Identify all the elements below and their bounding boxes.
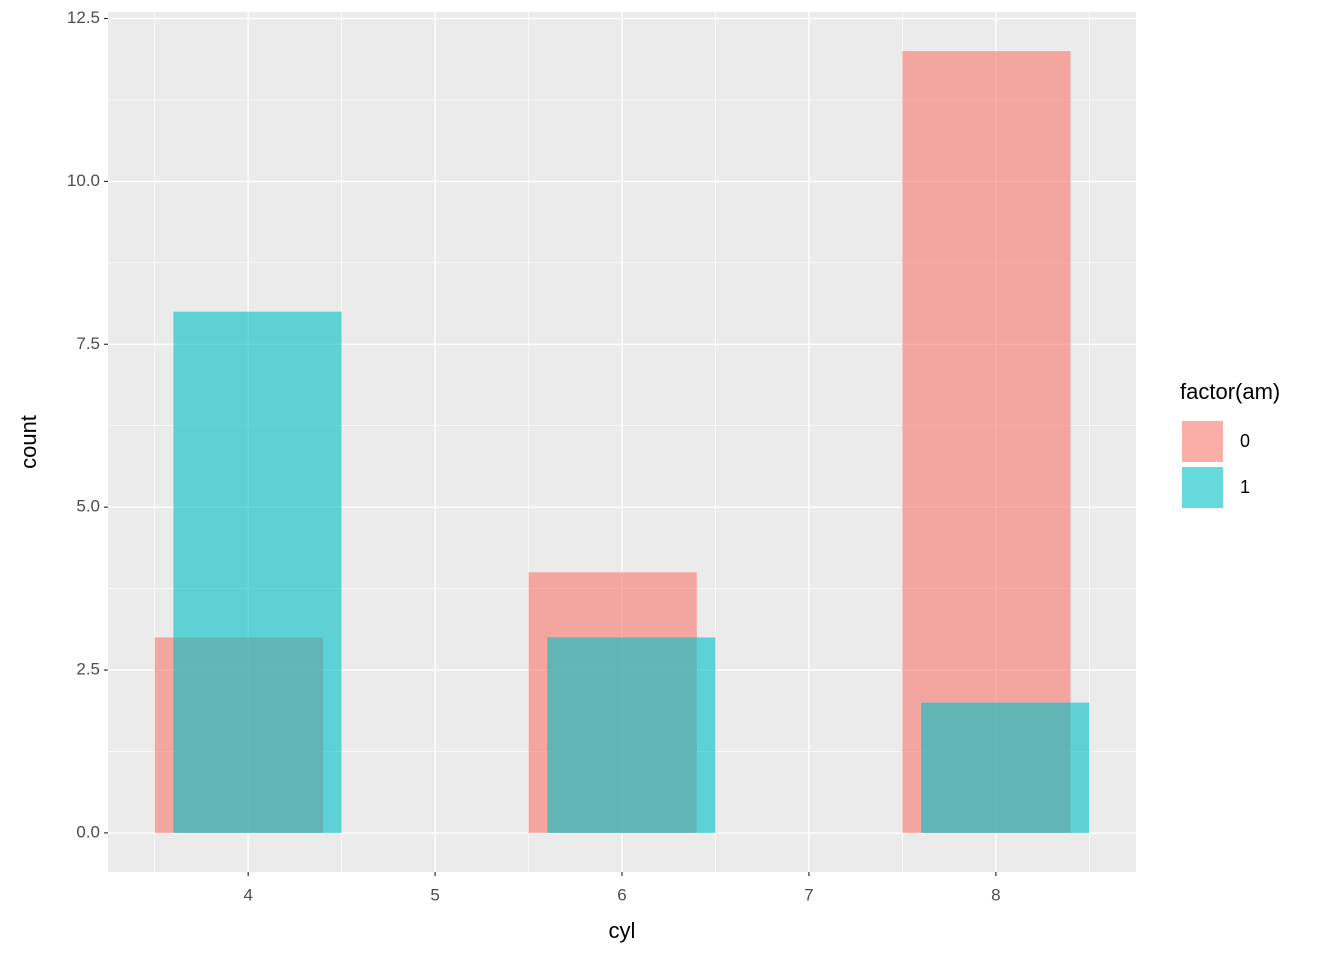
x-tick-label: 6 bbox=[617, 885, 626, 904]
x-axis-title: cyl bbox=[609, 918, 636, 943]
y-tick-label: 10.0 bbox=[67, 171, 100, 190]
legend-key bbox=[1182, 467, 1223, 508]
legend-label: 1 bbox=[1240, 477, 1250, 497]
bar bbox=[921, 702, 1090, 833]
x-tick-label: 4 bbox=[243, 885, 252, 904]
x-tick-label: 8 bbox=[991, 885, 1000, 904]
y-tick-label: 7.5 bbox=[76, 334, 100, 353]
y-tick-label: 2.5 bbox=[76, 660, 100, 679]
x-tick-label: 5 bbox=[430, 885, 439, 904]
y-tick-label: 5.0 bbox=[76, 497, 100, 516]
legend-title: factor(am) bbox=[1180, 379, 1280, 404]
y-tick-label: 0.0 bbox=[76, 822, 100, 841]
legend-label: 0 bbox=[1240, 431, 1250, 451]
bar bbox=[173, 311, 342, 833]
y-tick-label: 12.5 bbox=[67, 8, 100, 27]
bar bbox=[547, 637, 716, 833]
y-axis-title: count bbox=[16, 415, 41, 469]
legend-key bbox=[1182, 421, 1223, 462]
x-tick-label: 7 bbox=[804, 885, 813, 904]
